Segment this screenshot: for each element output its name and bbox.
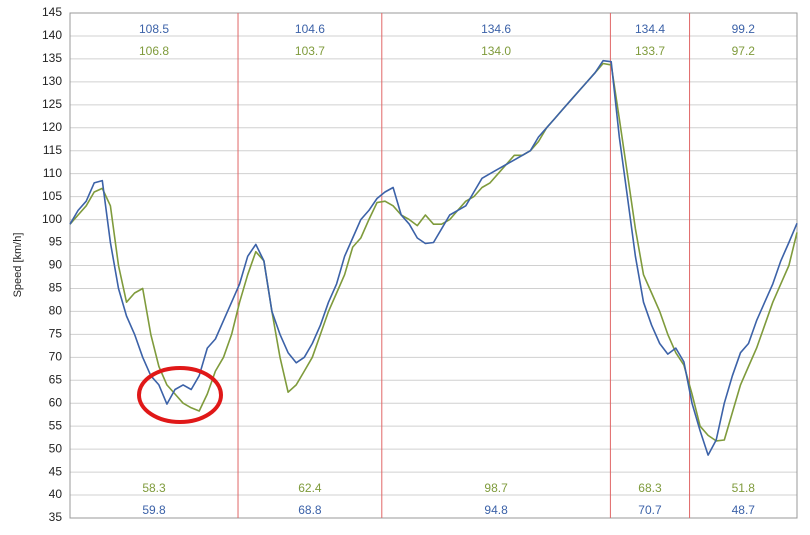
- y-tick-label: 120: [42, 120, 62, 134]
- sector-max-label: 134.0: [481, 44, 511, 58]
- sector-max-label: 97.2: [732, 44, 756, 58]
- y-tick-label: 125: [42, 97, 62, 111]
- sector-min-label: 94.8: [484, 503, 508, 517]
- y-tick-label: 115: [43, 143, 62, 157]
- y-tick-label: 90: [49, 258, 63, 272]
- y-tick-label: 40: [49, 487, 63, 501]
- y-tick-label: 85: [49, 281, 63, 295]
- sector-max-label: 134.6: [481, 22, 511, 36]
- sector-min-label: 48.7: [732, 503, 756, 517]
- y-tick-label: 60: [49, 395, 63, 409]
- y-tick-label: 45: [49, 464, 63, 478]
- y-tick-label: 80: [49, 304, 63, 318]
- sector-max-label: 134.4: [635, 22, 665, 36]
- y-tick-label: 140: [42, 28, 62, 42]
- y-tick-label: 65: [49, 372, 63, 386]
- y-tick-label: 95: [49, 235, 63, 249]
- sector-min-label: 70.7: [638, 503, 662, 517]
- y-tick-label: 50: [49, 441, 63, 455]
- y-tick-label: 100: [42, 212, 62, 226]
- y-tick-label: 110: [43, 166, 62, 180]
- sector-max-label: 104.6: [295, 22, 325, 36]
- y-tick-label: 70: [49, 349, 63, 363]
- sector-max-label: 106.8: [139, 44, 169, 58]
- y-tick-label: 105: [42, 189, 62, 203]
- y-tick-label: 145: [42, 5, 62, 19]
- sector-min-label: 68.3: [638, 481, 662, 495]
- speed-line: [69, 59, 798, 456]
- highlight-circle: [137, 366, 223, 424]
- speed-line: [69, 62, 798, 442]
- sector-min-label: 51.8: [732, 481, 756, 495]
- y-tick-label: 75: [49, 327, 63, 341]
- sector-max-label: 133.7: [635, 44, 665, 58]
- y-tick-label: 35: [49, 510, 63, 524]
- sector-min-label: 98.7: [484, 481, 508, 495]
- sector-min-label: 62.4: [298, 481, 322, 495]
- sector-max-label: 108.5: [139, 22, 169, 36]
- sector-max-label: 99.2: [732, 22, 756, 36]
- sector-max-label: 103.7: [295, 44, 325, 58]
- sector-min-label: 68.8: [298, 503, 322, 517]
- plot-border: [69, 12, 798, 519]
- y-tick-label: 55: [49, 418, 63, 432]
- y-tick-label: 130: [42, 74, 62, 88]
- y-axis-label: Speed [km/h]: [12, 233, 24, 298]
- sector-min-label: 59.8: [142, 503, 166, 517]
- y-tick-label: 135: [42, 51, 62, 65]
- sector-min-label: 58.3: [142, 481, 166, 495]
